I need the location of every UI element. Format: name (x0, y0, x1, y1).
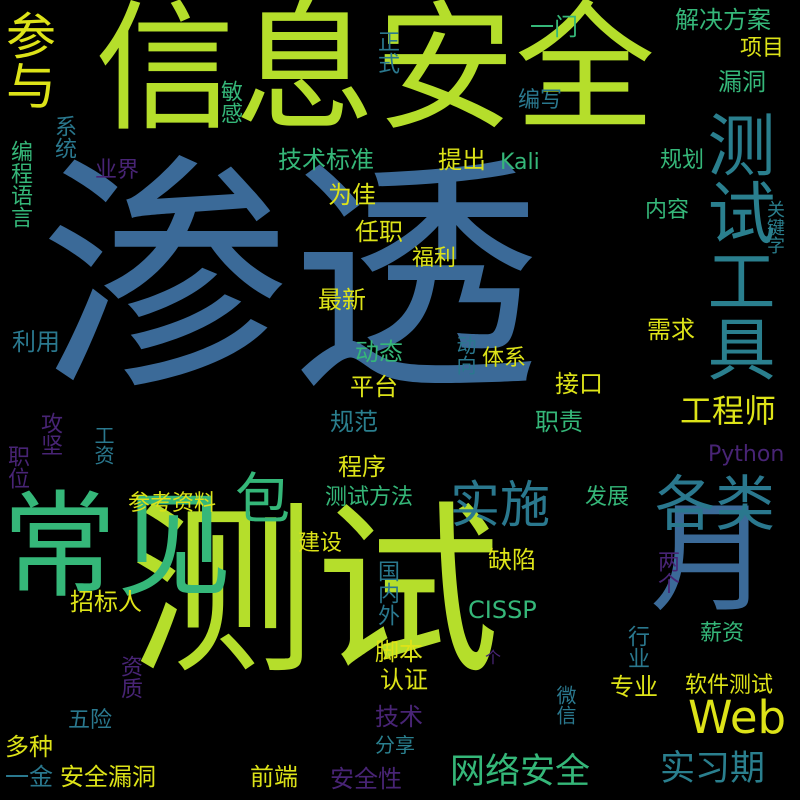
cloud-word: 参考资料 (128, 491, 217, 516)
cloud-word: Python (708, 442, 785, 467)
cloud-word: 安全性 (330, 765, 402, 793)
cloud-word: 缺陷 (488, 546, 536, 574)
cloud-word: 编写 (518, 88, 563, 113)
cloud-word: 解决方案 (675, 6, 771, 34)
cloud-word: 薪资 (700, 621, 745, 646)
cloud-word: 内容 (645, 198, 690, 223)
cloud-word: 常见 (2, 480, 233, 614)
cloud-word: 攻坚 (37, 412, 62, 456)
cloud-word: 多种 (5, 733, 53, 761)
cloud-word: 专业 (610, 673, 658, 701)
cloud-word: 发展 (585, 485, 630, 510)
cloud-word: 为佳 (328, 181, 376, 209)
cloud-word: 需求 (647, 316, 695, 344)
cloud-word: 各类 (655, 470, 775, 540)
cloud-word: 网络安全 (450, 752, 591, 792)
cloud-word: 技术标准 (278, 146, 374, 174)
cloud-word: 个 (485, 648, 502, 667)
cloud-word: 两个 (654, 550, 679, 594)
cloud-word: 参与 (0, 10, 56, 110)
cloud-word: 工程师 (680, 392, 777, 430)
cloud-word: 一门 (530, 13, 578, 41)
cloud-word: 业界 (95, 158, 140, 183)
cloud-word: 最新 (318, 286, 366, 314)
cloud-word: 认证 (380, 666, 428, 694)
cloud-word: 微信 (553, 685, 577, 725)
cloud-word: 测试 (130, 484, 500, 700)
cloud-word: 脚本 (375, 638, 423, 666)
cloud-word: 项目 (740, 36, 785, 61)
cloud-word: 建设 (298, 531, 343, 556)
cloud-word: Web (688, 691, 787, 744)
cloud-word: 包 (235, 467, 291, 531)
cloud-word: 实习期 (660, 749, 766, 789)
cloud-word: 系统 (51, 115, 76, 159)
cloud-word: 实施 (450, 476, 550, 534)
cloud-word: 规范 (330, 408, 378, 436)
cloud-word: 平台 (350, 373, 398, 401)
cloud-word: 技术 (375, 703, 423, 731)
cloud-word: 职责 (535, 408, 583, 436)
cloud-word: 动态 (355, 338, 403, 366)
cloud-word: 程序 (338, 453, 386, 481)
cloud-word: 软件测试 (685, 673, 774, 698)
cloud-word: 编程语言 (7, 140, 32, 228)
cloud-word: 福利 (412, 246, 457, 271)
cloud-word: 工资 (91, 425, 115, 465)
cloud-word: 接口 (555, 370, 603, 398)
cloud-word: 招标人 (70, 588, 142, 616)
cloud-word: 分享 (375, 733, 415, 757)
cloud-word: 渗透 (40, 134, 540, 425)
cloud-word: CISSP (468, 596, 537, 624)
cloud-word: 漏洞 (718, 68, 766, 96)
cloud-word: 任职 (355, 218, 403, 246)
cloud-word: 职位 (4, 445, 29, 489)
cloud-word: 安全漏洞 (60, 763, 156, 791)
cloud-word: 五险 (68, 708, 113, 733)
cloud-word: 体系 (482, 346, 527, 371)
cloud-word: 资质 (117, 655, 142, 699)
cloud-word: 信息安全 (95, 0, 656, 151)
cloud-word: 关键字 (764, 200, 785, 254)
cloud-word: 国内外 (374, 560, 399, 626)
cloud-word: 正式 (374, 30, 399, 74)
cloud-word: 测试方法 (325, 485, 414, 510)
cloud-word: 动向 (453, 335, 477, 375)
cloud-word: Kali (500, 150, 540, 175)
cloud-word: 敏感 (217, 80, 242, 124)
cloud-word: 前端 (250, 763, 298, 791)
cloud-word: 行业 (624, 625, 649, 669)
cloud-word: 规划 (660, 148, 705, 173)
cloud-word: 一金 (5, 763, 53, 791)
cloud-word: 月 (650, 490, 770, 629)
cloud-word: 测试工具 (695, 110, 774, 382)
cloud-word: 利用 (12, 328, 60, 356)
cloud-word: 提出 (438, 146, 486, 174)
